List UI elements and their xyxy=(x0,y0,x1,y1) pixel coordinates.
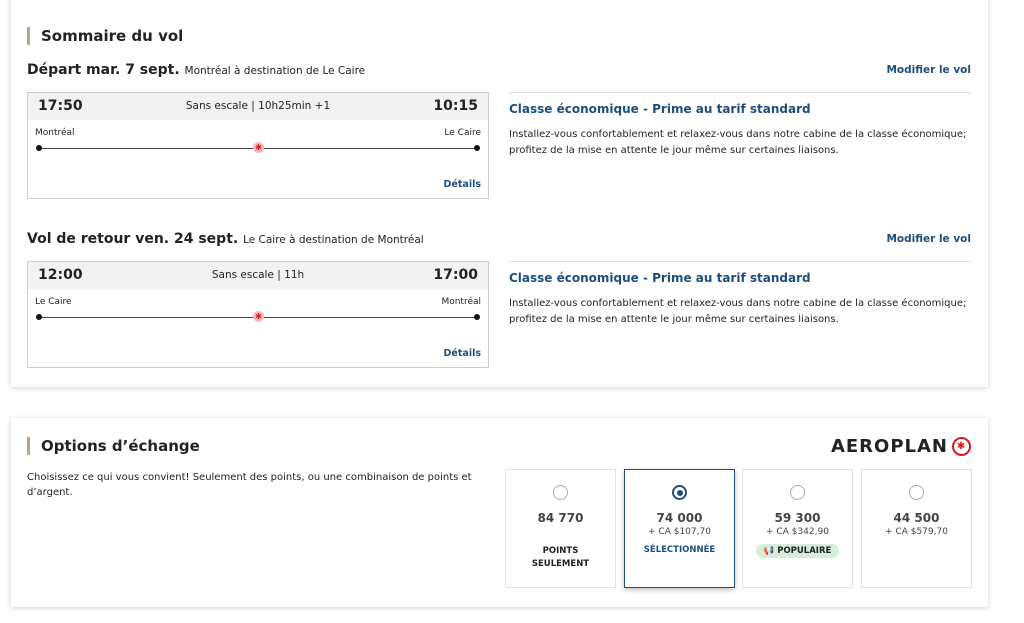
flight-card: 12:00 Sans escale | 11h 17:00 Le Caire Mon… xyxy=(27,261,489,368)
cabin-description: Installez-vous confortablement et relaxe… xyxy=(509,298,967,325)
aeroplan-logo: AEROPLAN ✱ xyxy=(831,436,971,457)
points-value: 84 770 xyxy=(537,511,584,525)
radio-button-checked[interactable] xyxy=(672,485,687,500)
points-value: 44 500 xyxy=(893,511,940,525)
section-title: Sommaire du vol xyxy=(27,27,183,45)
modify-flight-link[interactable]: Modifier le vol xyxy=(886,233,971,245)
origin-city: Montréal xyxy=(35,128,75,138)
cabin-info: Classe économique - Prime au tarif stand… xyxy=(509,261,971,328)
maple-leaf-icon: ✱ xyxy=(952,437,971,456)
cabin-info: Classe économique - Prime au tarif stand… xyxy=(509,92,971,159)
megaphone-icon: 📢 xyxy=(763,546,775,556)
departure-time: 12:00 xyxy=(38,267,83,283)
radio-button[interactable] xyxy=(553,485,568,500)
cabin-description: Installez-vous confortablement et relaxe… xyxy=(509,129,967,156)
selected-label: SÉLECTIONNÉE xyxy=(643,545,716,555)
origin-city: Le Caire xyxy=(35,297,72,307)
flight-info: Sans escale | 10h25min +1 xyxy=(185,100,331,112)
option-popular[interactable]: 59 300 + CA $342,90 📢 POPULAIRE xyxy=(742,469,853,588)
origin-dot-icon xyxy=(36,314,42,320)
cash-value: + CA $579,70 xyxy=(885,527,948,537)
option-points-only[interactable]: 84 770 POINTS SEULEMENT xyxy=(505,469,616,588)
points-value: 59 300 xyxy=(774,511,821,525)
arrival-time: 17:00 xyxy=(433,267,478,283)
maple-leaf-icon: ✱ xyxy=(253,142,264,153)
leg-heading: Vol de retour ven. 24 sept. Le Caire à d… xyxy=(27,231,424,247)
destination-city: Le Caire xyxy=(444,128,481,138)
option-selected[interactable]: 74 000 + CA $107,70 SÉLECTIONNÉE xyxy=(624,469,735,588)
destination-city: Montréal xyxy=(441,297,481,307)
option-label: POINTS SEULEMENT xyxy=(531,546,590,569)
origin-dot-icon xyxy=(36,145,42,151)
cash-value: + CA $107,70 xyxy=(648,527,711,537)
radio-button[interactable] xyxy=(909,485,924,500)
arrival-time: 10:15 xyxy=(433,98,478,114)
cabin-title[interactable]: Classe économique - Prime au tarif stand… xyxy=(509,271,811,285)
flight-info: Sans escale | 11h xyxy=(211,269,305,281)
flight-summary-panel: Sommaire du vol Départ mar. 7 sept. Mont… xyxy=(11,0,988,387)
points-value: 74 000 xyxy=(656,511,703,525)
leg-heading: Départ mar. 7 sept. Montréal à destinati… xyxy=(27,62,366,78)
popular-badge: 📢 POPULAIRE xyxy=(755,544,840,558)
destination-dot-icon xyxy=(474,314,480,320)
modify-flight-link[interactable]: Modifier le vol xyxy=(886,64,971,76)
option[interactable]: 44 500 + CA $579,70 xyxy=(861,469,972,588)
departure-time: 17:50 xyxy=(38,98,83,114)
section-title: Options d’échange xyxy=(27,437,200,455)
cabin-title[interactable]: Classe économique - Prime au tarif stand… xyxy=(509,102,811,116)
intro-text: Choisissez ce qui vous convient! Seuleme… xyxy=(27,472,472,498)
radio-button[interactable] xyxy=(790,485,805,500)
exchange-options-panel: Options d’échange AEROPLAN ✱ Choisissez c… xyxy=(11,418,988,607)
cash-value: + CA $342,90 xyxy=(766,527,829,537)
flight-card: 17:50 Sans escale | 10h25min +1 10:15 Mont… xyxy=(27,92,489,199)
maple-leaf-icon: ✱ xyxy=(253,311,264,322)
details-link[interactable]: Détails xyxy=(443,348,481,359)
details-link[interactable]: Détails xyxy=(443,179,481,190)
destination-dot-icon xyxy=(474,145,480,151)
